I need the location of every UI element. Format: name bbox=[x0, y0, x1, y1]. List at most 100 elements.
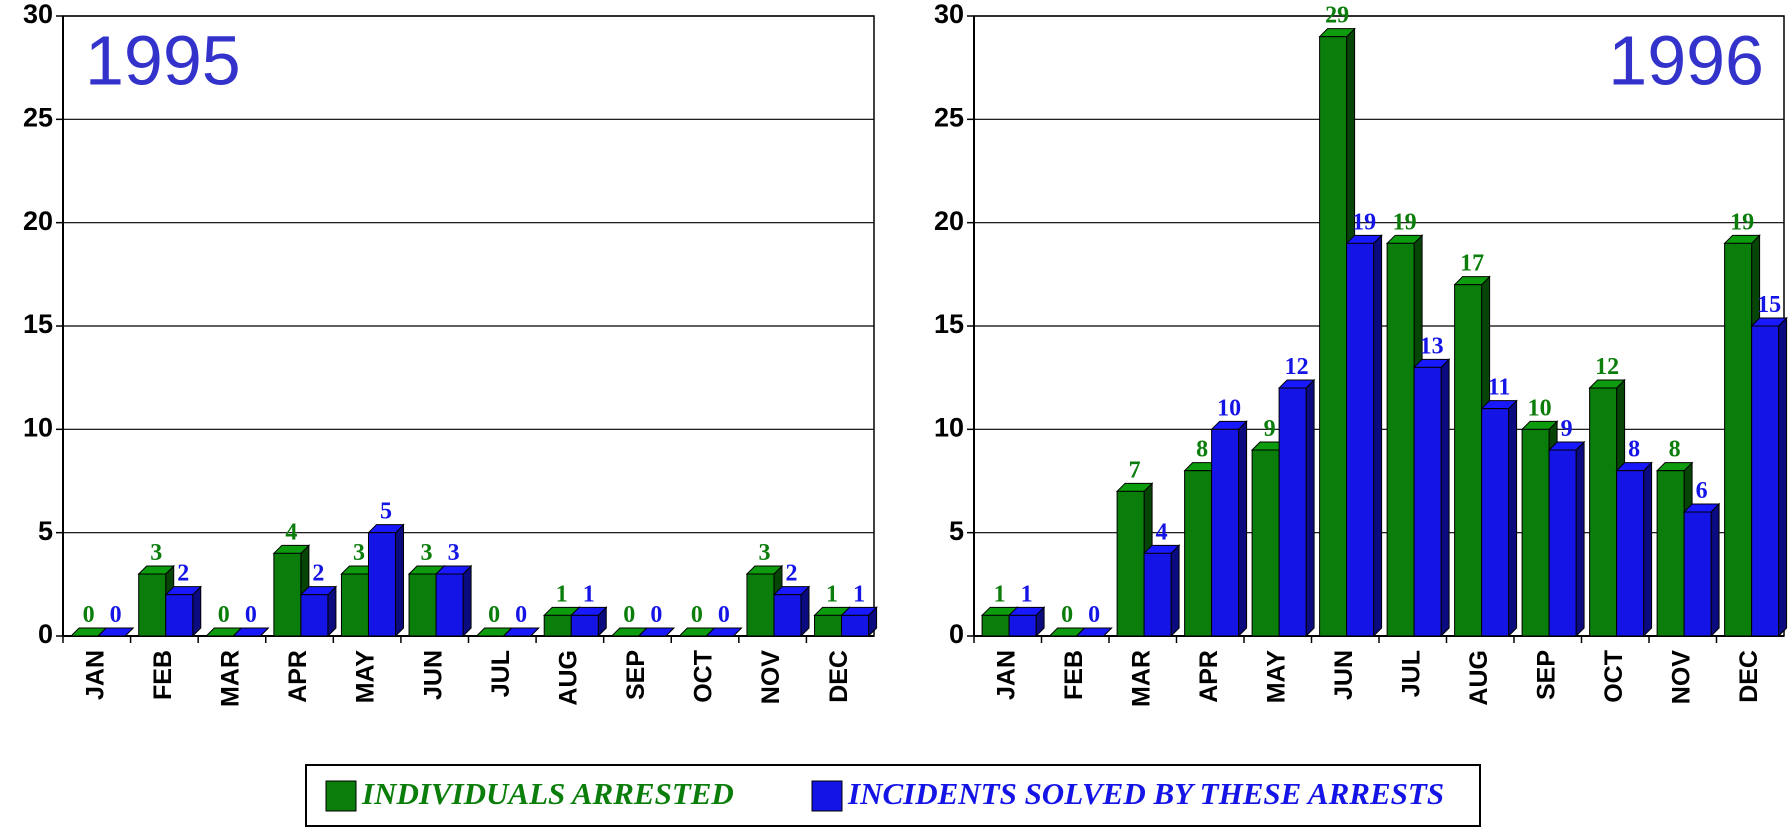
y-tick-label: 30 bbox=[934, 0, 964, 29]
bar-side bbox=[1170, 544, 1180, 638]
x-tick-label: JUN bbox=[1330, 650, 1358, 700]
y-tick-label: 5 bbox=[949, 516, 964, 546]
data-label: 2 bbox=[177, 561, 189, 587]
bar-top bbox=[232, 627, 270, 637]
data-label: 8 bbox=[1628, 437, 1640, 463]
data-label: 9 bbox=[1561, 416, 1573, 442]
y-tick-label: 20 bbox=[934, 206, 964, 236]
bar-side bbox=[395, 523, 405, 638]
bar-front bbox=[138, 573, 167, 637]
bar bbox=[1142, 544, 1181, 638]
x-tick-label: NOV bbox=[1667, 650, 1695, 705]
x-tick-label: JAN bbox=[81, 650, 109, 700]
bar bbox=[1115, 482, 1154, 638]
bar-top bbox=[1075, 627, 1113, 637]
data-label: 15 bbox=[1757, 292, 1781, 318]
bar-front bbox=[543, 614, 572, 637]
bar-front bbox=[1143, 552, 1172, 637]
y-tick-label: 5 bbox=[38, 516, 53, 546]
data-label: 1 bbox=[556, 581, 568, 607]
data-label: 1 bbox=[826, 581, 838, 607]
data-label: 19 bbox=[1352, 209, 1376, 235]
data-label: 10 bbox=[1528, 395, 1552, 421]
bar-front bbox=[773, 594, 802, 637]
bar bbox=[1412, 358, 1451, 638]
bar-front bbox=[1184, 470, 1213, 637]
bar-front bbox=[570, 614, 599, 637]
y-tick-label: 15 bbox=[934, 309, 964, 339]
bar-front bbox=[1454, 284, 1483, 637]
bar-top bbox=[96, 627, 135, 637]
bar-front bbox=[1386, 242, 1415, 637]
x-tick-label: OCT bbox=[1600, 650, 1628, 703]
bar-top bbox=[637, 627, 676, 637]
chart-title: 1995 bbox=[85, 21, 241, 99]
x-tick-label: MAR bbox=[217, 650, 245, 707]
x-tick-label: AUG bbox=[554, 650, 582, 706]
data-label: 3 bbox=[353, 540, 365, 566]
x-tick-label: FEB bbox=[1060, 650, 1088, 700]
y-tick-label: 0 bbox=[38, 619, 53, 649]
bar-front bbox=[1589, 387, 1618, 637]
y-tick-label: 25 bbox=[23, 102, 53, 132]
data-label: 0 bbox=[1088, 602, 1100, 628]
bar-front bbox=[300, 594, 329, 637]
bar-front bbox=[746, 573, 775, 637]
data-label: 12 bbox=[1595, 354, 1619, 380]
legend-swatch bbox=[325, 780, 357, 812]
legend-swatch bbox=[811, 780, 843, 812]
bar bbox=[772, 585, 811, 638]
bar-front bbox=[1278, 387, 1307, 637]
bar bbox=[502, 627, 540, 637]
x-tick-label: SEP bbox=[1532, 650, 1560, 700]
data-label: 0 bbox=[623, 602, 635, 628]
bar bbox=[1075, 627, 1113, 637]
bar-front bbox=[1413, 366, 1442, 637]
data-label: 2 bbox=[785, 561, 797, 587]
data-label: 1 bbox=[994, 581, 1006, 607]
bar bbox=[434, 564, 473, 638]
x-tick-label: JAN bbox=[992, 650, 1020, 700]
chart-title: 1996 bbox=[1608, 21, 1764, 99]
data-label: 2 bbox=[312, 561, 324, 587]
bar-front bbox=[1751, 325, 1780, 637]
bar-front bbox=[408, 573, 437, 637]
bar bbox=[1007, 606, 1046, 638]
bar bbox=[299, 585, 338, 638]
bar bbox=[232, 627, 270, 637]
legend-label: INCIDENTS SOLVED BY THESE ARRESTS bbox=[847, 776, 1444, 811]
y-tick-label: 10 bbox=[934, 412, 964, 442]
x-tick-label: FEB bbox=[149, 650, 177, 700]
bar-front bbox=[1724, 242, 1753, 637]
bar-top bbox=[502, 627, 540, 637]
data-label: 8 bbox=[1669, 437, 1681, 463]
bar bbox=[1750, 316, 1788, 638]
bar-front bbox=[1251, 449, 1280, 637]
bar bbox=[1615, 461, 1653, 638]
bar bbox=[407, 564, 446, 638]
data-label: 8 bbox=[1196, 437, 1208, 463]
data-label: 11 bbox=[1488, 375, 1511, 401]
bar-front bbox=[1211, 428, 1240, 637]
data-label: 0 bbox=[650, 602, 662, 628]
bar-front bbox=[435, 573, 464, 637]
bar bbox=[1682, 502, 1721, 638]
data-label: 9 bbox=[1264, 416, 1276, 442]
data-label: 0 bbox=[1061, 602, 1073, 628]
y-tick-label: 10 bbox=[23, 412, 53, 442]
data-label: 3 bbox=[448, 540, 460, 566]
data-label: 12 bbox=[1285, 354, 1309, 380]
data-label: 10 bbox=[1217, 395, 1241, 421]
bar bbox=[1547, 440, 1586, 638]
bar-front bbox=[841, 614, 870, 637]
bar-side bbox=[1778, 316, 1788, 638]
y-tick-label: 15 bbox=[23, 309, 53, 339]
data-label: 3 bbox=[150, 540, 162, 566]
x-tick-label: DEC bbox=[1735, 650, 1763, 703]
y-tick-label: 20 bbox=[23, 206, 53, 236]
data-label: 13 bbox=[1420, 333, 1444, 359]
y-tick-label: 0 bbox=[949, 619, 964, 649]
bar-front bbox=[1008, 614, 1037, 637]
bar-top bbox=[705, 627, 743, 637]
